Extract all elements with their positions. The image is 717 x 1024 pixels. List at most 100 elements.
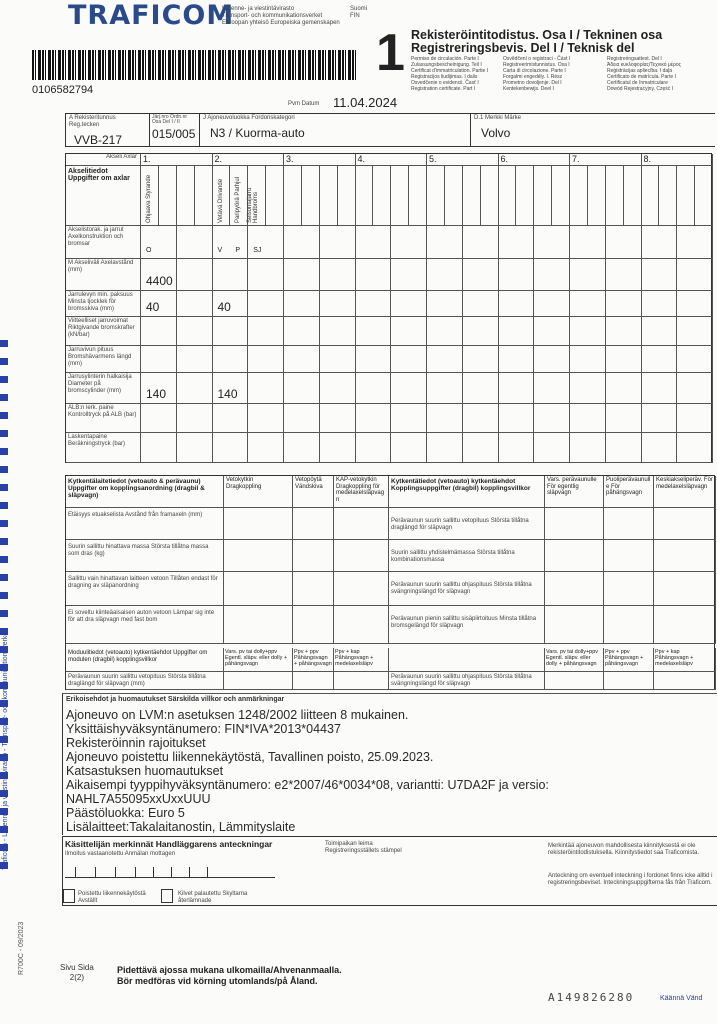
axle-subcolumn-header [176,166,195,226]
axle-cell [605,259,642,291]
axle-subcolumn-header [391,166,410,226]
coupling-cell [334,508,389,540]
remark-line: Ajoneuvo on LVM:n asetuksen 1248/2002 li… [66,708,409,722]
axle-cell [677,226,713,259]
removed-checkbox[interactable] [63,889,75,903]
translation-text: Forgalmi engedély. I. Rész [503,74,563,80]
axle-cell [534,373,570,404]
axle-cell [319,226,356,259]
translation-text: Carta di circolazione. Parte I [503,68,566,74]
translation-text: Certificat d'immatriculation. Partie I [411,68,489,74]
axle-cell [284,226,320,259]
axle-cell [498,404,535,433]
axle-value: 4400 [146,274,173,288]
axle-value: V [217,247,223,254]
field-row: A Rekisteritunnus Reg.tecken VVB-217 Jär… [65,113,715,147]
axle-value: 40 [146,300,160,314]
axle-row-label: ALB:n lerk. paine Kontrolltryck på ALB (… [66,404,141,433]
axle-cell [498,346,535,373]
axle-subcolumn-header [516,166,535,226]
coupling-cell [604,508,654,540]
plates-checkbox[interactable] [161,889,173,903]
axle-cell [355,346,392,373]
axle-cell [391,259,427,291]
reg-value: VVB-217 [74,133,123,147]
module-cell [293,672,334,690]
module-cell [224,672,293,690]
barcode-number: 0106582794 [32,84,94,96]
coupling-col-header: Puoliperävaunulle För påhängsvagn [604,476,654,508]
axle-cell [176,346,213,373]
axle-cell [212,373,249,404]
axle-cell [498,291,535,317]
axle-number: 3. [284,154,356,166]
axle-cell [319,291,356,317]
axle-subcolumn-header [266,166,284,226]
serial-label: Järj.nro Ordn.nr Osa Del I / II [152,114,188,125]
axle-cell [284,346,320,373]
axle-cell [677,259,713,291]
axle-row-label: Laskentapaine Beräkningstryck (bar) [66,433,141,463]
axle-cell [570,259,606,291]
axle-subcolumn-header [677,166,696,226]
axle-cell [248,373,284,404]
axle-cell [319,373,356,404]
translation-text: Prometno dovoljenje. Del I [503,80,562,86]
axle-cell [498,259,535,291]
module-col-header: Vars. pv tai dolly+ppv Egentl. släpv. el… [224,648,293,672]
date-tick [171,867,172,877]
axle-number: 2. [212,154,284,166]
axle-cell [248,433,284,463]
notice-date-field[interactable] [65,867,275,878]
axle-subcolumn-header [355,166,374,226]
axle-cell [319,346,356,373]
axle-cell [427,291,463,317]
stamp-label: Toimipaikan leima Registreringsställets … [325,841,402,854]
module-cell [604,672,654,690]
axle-subcolumn-header [480,166,499,226]
axle-row-label: M Akseliväli Axelavstånd (mm) [66,259,141,291]
module-blank [389,648,545,672]
axle-cell [641,317,678,346]
coupling-cell [334,540,389,572]
coupling-col-header: KAP-vetokytkin Dragkoppling för medelaxe… [334,476,389,508]
axle-cell [462,259,499,291]
coupling-col-header: Vars. perävaunulle För egentlig släpvagn [545,476,604,508]
axle-value: 140 [146,387,167,401]
axle-cell [534,346,570,373]
coupling-cell [545,540,604,572]
coupling-col-header: Keskiakseliperäv. För medelaxelsläpvagn [654,476,716,508]
axle-cell [212,317,249,346]
translation-text: Kentekenbewijs. Deel I [503,86,554,92]
axle-cell [534,291,570,317]
notice-fi: Pidettävä ajossa mukana ulkomailla/Ahven… [117,965,342,975]
axle-subcolumn-header [605,166,624,226]
axle-cell [677,291,713,317]
axle-cell [570,433,606,463]
axle-cell [677,404,713,433]
axle-cell [284,404,320,433]
axle-cell [212,433,249,463]
axle-number: 6. [498,154,570,166]
axle-table: Akseli Axlar Akselitiedot Uppgifter om ax… [65,153,713,463]
remarks-title: Erikoisehdot ja huomautukset Särskilda v… [66,696,285,703]
axle-cell [641,404,678,433]
remark-line: NAHL7A55095xxUxxUUU [66,792,211,806]
module-cell [545,672,604,690]
axle-cell [605,317,642,346]
axle-cell [677,317,713,346]
axle-cell [176,373,213,404]
title-fi: Rekisteröintitodistus. Osa I / Tekninen … [411,28,663,42]
translation-text: Osvědčení o registraci - Část I [503,56,571,62]
axle-cell [427,226,463,259]
coupling-cell [224,540,293,572]
axle-cell [462,433,499,463]
axle-cell [248,291,284,317]
axle-row-label: Akselistorak. ja jarrut Axelkonstruktion… [66,226,141,259]
agency-sv: Transport- och kommunikationsverket [222,13,323,19]
translation-text: Registracijos liudijimas. I dalis [411,74,478,80]
serial-value: 015/005 [152,127,196,141]
axle-cell [605,404,642,433]
remark-line: Yksittäishyväksyntänumero: FIN*IVA*2013*… [66,722,341,736]
axle-cell [570,317,606,346]
